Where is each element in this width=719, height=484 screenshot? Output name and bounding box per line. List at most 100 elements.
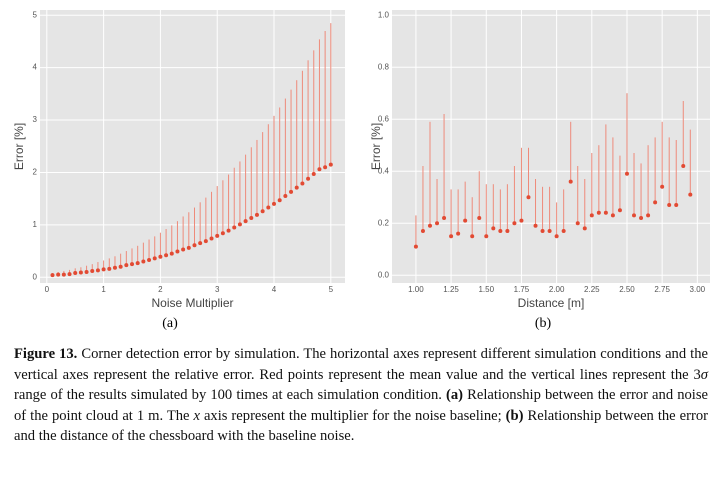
mean-point xyxy=(456,231,461,236)
caption-text: (a) xyxy=(446,387,464,403)
mean-point xyxy=(277,198,282,203)
mean-point xyxy=(617,208,622,213)
plot-area xyxy=(40,10,345,283)
panel-label: (b) xyxy=(535,316,552,331)
mean-point xyxy=(639,216,644,220)
mean-point xyxy=(181,247,186,252)
mean-point xyxy=(512,221,517,226)
mean-point xyxy=(175,249,180,254)
mean-point xyxy=(101,267,106,272)
mean-point xyxy=(147,257,152,262)
x-tick-label: 2.50 xyxy=(619,285,635,294)
mean-point xyxy=(294,185,299,190)
x-tick-label: 1.25 xyxy=(443,285,459,294)
mean-point xyxy=(50,273,55,278)
x-tick-label: 3 xyxy=(215,285,220,294)
caption-text: σ xyxy=(700,366,708,383)
mean-point xyxy=(491,226,496,231)
mean-point xyxy=(435,221,440,226)
x-tick-label: 4 xyxy=(272,285,277,294)
mean-point xyxy=(152,256,157,261)
x-tick-label: 2 xyxy=(158,285,163,294)
mean-point xyxy=(158,254,163,259)
caption-text: range of the results simulated by 100 ti… xyxy=(14,387,447,403)
mean-point xyxy=(198,241,203,246)
mean-point xyxy=(582,226,587,231)
x-tick-label: 2.75 xyxy=(654,285,670,294)
mean-point xyxy=(653,200,658,205)
mean-point xyxy=(632,213,637,218)
y-tick-label: 5 xyxy=(33,10,38,19)
caption-text: Corner detection error by simulation. Th… xyxy=(14,346,708,383)
caption-text: Figure 13. xyxy=(14,346,78,362)
mean-point xyxy=(442,216,447,220)
mean-point xyxy=(215,233,220,238)
mean-point xyxy=(220,231,225,236)
mean-point xyxy=(118,264,123,269)
caption-text: x xyxy=(193,407,200,424)
y-axis-label: Error [%] xyxy=(12,123,26,170)
x-tick-label: 1 xyxy=(101,285,106,294)
mean-point xyxy=(681,164,686,168)
mean-point xyxy=(688,192,693,197)
mean-point xyxy=(112,265,117,270)
x-axis-label: Distance [m] xyxy=(518,296,585,310)
mean-point xyxy=(107,266,112,271)
caption-text: Relationship between the error and noise… xyxy=(14,387,709,424)
mean-point xyxy=(67,272,72,277)
mean-point xyxy=(610,213,615,218)
mean-point xyxy=(78,270,83,275)
mean-point xyxy=(505,229,510,233)
mean-point xyxy=(289,189,294,194)
mean-point xyxy=(561,229,566,233)
mean-point xyxy=(449,234,454,239)
y-tick-label: 0.6 xyxy=(378,114,390,123)
x-tick-label: 2.25 xyxy=(584,285,600,294)
mean-point xyxy=(141,259,146,264)
mean-point xyxy=(568,179,573,184)
y-tick-label: 1.0 xyxy=(378,10,390,19)
caption-text: (b) xyxy=(505,407,524,424)
mean-point xyxy=(463,218,468,223)
x-tick-label: 2.00 xyxy=(549,285,565,294)
plot-area xyxy=(392,10,710,283)
y-tick-label: 1 xyxy=(33,220,38,229)
mean-point xyxy=(624,171,629,176)
mean-point xyxy=(124,263,129,268)
mean-point xyxy=(232,225,237,230)
mean-point xyxy=(660,184,665,189)
mean-point xyxy=(186,245,191,250)
mean-point xyxy=(484,234,489,239)
figure: (a) (b) 0 1 2 3 4 5 0 1 2 3 4 5 Noise Multiplier Erro… xyxy=(12,10,710,331)
y-axis-label: Error [%] xyxy=(369,123,383,170)
mean-point xyxy=(260,209,265,214)
mean-point xyxy=(311,172,316,177)
mean-point xyxy=(306,176,311,181)
mean-point xyxy=(470,234,475,239)
x-tick-label: 5 xyxy=(329,285,334,294)
mean-point xyxy=(266,205,271,210)
x-tick-label: 3.00 xyxy=(690,285,706,294)
mean-point xyxy=(300,181,305,186)
mean-point xyxy=(533,223,538,228)
mean-point xyxy=(519,218,524,223)
panel-label: (a) xyxy=(162,316,178,331)
mean-point xyxy=(526,195,531,200)
mean-point xyxy=(646,213,651,218)
mean-point xyxy=(589,213,594,218)
mean-point xyxy=(283,194,288,199)
mean-point xyxy=(547,229,552,233)
y-tick-label: 0.8 xyxy=(378,62,390,71)
mean-point xyxy=(674,203,679,207)
mean-point xyxy=(73,271,78,276)
x-axis-label: Noise Multiplier xyxy=(151,296,233,310)
mean-point xyxy=(192,243,197,248)
caption: Figure 13. Corner detection error by sim… xyxy=(14,344,708,447)
mean-point xyxy=(243,219,248,224)
mean-point xyxy=(272,201,277,206)
mean-point xyxy=(95,268,100,273)
mean-point xyxy=(317,167,322,172)
mean-point xyxy=(61,272,66,277)
mean-point xyxy=(328,162,333,167)
mean-point xyxy=(254,212,259,217)
